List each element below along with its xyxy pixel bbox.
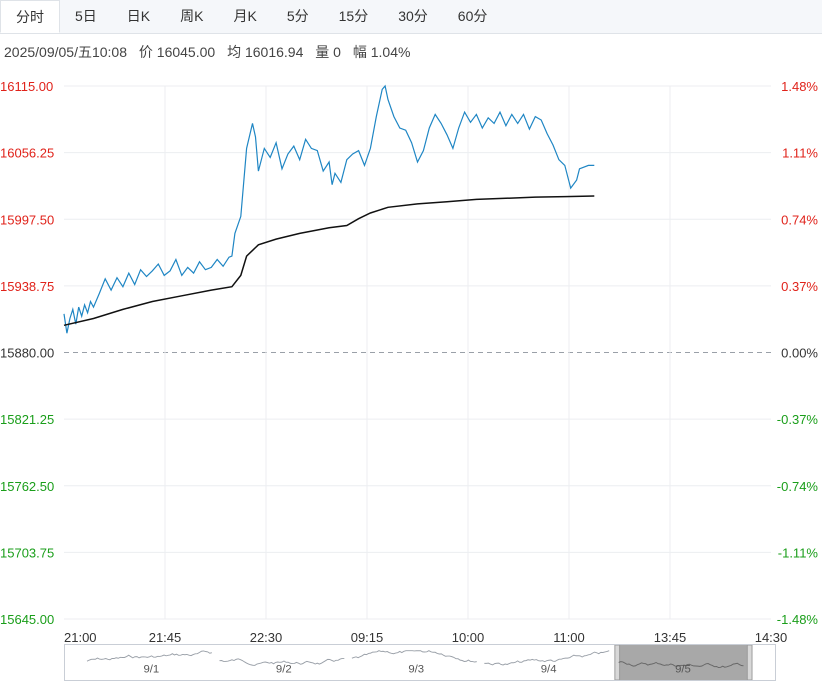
y-tick-label: 15880.00 — [0, 346, 54, 361]
tab-6[interactable]: 15分 — [338, 7, 369, 24]
tab-8[interactable]: 60分 — [457, 7, 488, 24]
x-tick-label: 10:00 — [452, 630, 485, 644]
quote-avg: 均 16016.94 — [227, 44, 304, 60]
x-tick-label: 11:00 — [553, 630, 585, 644]
navigator-date-label: 9/3 — [408, 663, 424, 675]
x-tick-label: 21:45 — [149, 630, 182, 644]
intraday-chart: 16115.00 1.48% 16056.25 1.11% 15997.50 0.74% 1… — [0, 79, 819, 644]
x-tick-label: 13:45 — [654, 630, 687, 644]
tab-0[interactable]: 分时 — [0, 0, 60, 33]
navigator-wave — [484, 650, 610, 666]
navigator-handle-right — [746, 645, 753, 680]
y-tick-label-right: -0.37% — [777, 412, 819, 427]
y-tick-label-right: 1.48% — [781, 79, 818, 94]
navigator-selection — [616, 645, 750, 680]
tab-1[interactable]: 5日 — [75, 7, 97, 24]
y-tick-label: 15762.50 — [0, 479, 54, 494]
range-navigator[interactable]: 9/1 9/2 9/3 9/4 9/5 — [64, 644, 776, 681]
quote-info-bar: 2025/09/05/五10:08 价 16045.00 均 16016.94 … — [4, 42, 418, 62]
quote-volume: 量 0 — [315, 44, 341, 60]
y-tick-label: 15821.25 — [0, 412, 54, 427]
quote-price: 价 16045.00 — [138, 44, 216, 60]
navigator-date-label: 9/2 — [276, 663, 292, 675]
y-tick-label-right: 0.00% — [781, 346, 818, 361]
tab-4[interactable]: 月K — [233, 7, 257, 24]
navigator-wave — [86, 650, 213, 662]
x-tick-label: 09:15 — [351, 630, 384, 644]
x-tick-label: 21:00 — [64, 630, 97, 644]
tab-2[interactable]: 日K — [126, 7, 151, 24]
tab-5[interactable]: 5分 — [286, 7, 309, 24]
quote-change: 幅 1.04% — [352, 44, 411, 60]
y-tick-label-right: -0.74% — [777, 479, 819, 494]
navigator-wave — [618, 661, 744, 668]
tab-3[interactable]: 周K — [180, 7, 204, 24]
y-tick-label-right: -1.11% — [778, 545, 819, 560]
y-tick-label-right: 0.74% — [781, 212, 818, 227]
x-tick-label: 22:30 — [250, 630, 283, 644]
y-tick-label: 15938.75 — [0, 279, 54, 294]
y-tick-label: 16115.00 — [0, 79, 53, 94]
y-tick-label: 15703.75 — [0, 545, 54, 560]
period-tabs: 分时 5日 日K 周K 月K 5分 15分 30分 60分 — [0, 0, 822, 34]
y-tick-label-right: 1.11% — [782, 146, 818, 161]
navigator-wave — [351, 650, 477, 663]
average-line — [63, 195, 595, 327]
x-tick-label: 14:30 — [755, 630, 788, 644]
y-tick-label: 15997.50 — [0, 212, 54, 227]
y-tick-label-right: 0.37% — [781, 279, 818, 294]
quote-datetime: 2025/09/05/五10:08 — [4, 44, 127, 60]
navigator-date-label: 9/1 — [143, 663, 159, 675]
navigator-date-label: 9/5 — [675, 663, 691, 675]
price-line — [63, 84, 595, 334]
y-tick-label-right: -1.48% — [777, 612, 819, 627]
y-tick-label: 16056.25 — [0, 146, 54, 161]
navigator-wave — [219, 657, 345, 666]
tab-7[interactable]: 30分 — [398, 7, 428, 24]
y-tick-label: 15645.00 — [0, 612, 54, 627]
navigator-date-label: 9/4 — [541, 663, 557, 675]
